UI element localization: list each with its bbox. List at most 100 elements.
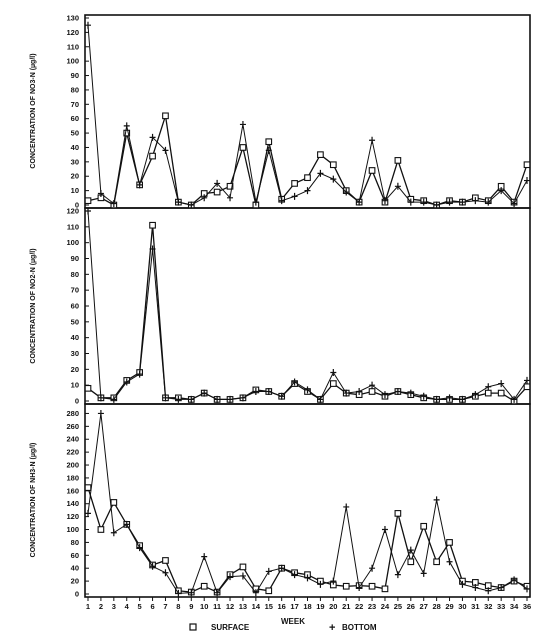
no2-bottom-point (511, 395, 518, 403)
no2-bottom-point (304, 386, 311, 394)
no2-bottom-point (446, 394, 453, 402)
x-tick-label: 3 (112, 602, 116, 611)
nh3-bottom-point (85, 509, 91, 517)
no2-bottom-point (252, 388, 259, 395)
nh3-bottom-point (175, 589, 182, 597)
nh3-ytick-label: 140 (66, 499, 79, 508)
no2-bottom-point (394, 388, 401, 395)
no3-surface-point (123, 129, 131, 137)
x-tick-label: 2 (99, 602, 103, 611)
nh3-surface-point (84, 484, 92, 491)
nh3-ytick-label: 220 (66, 448, 79, 457)
no2-bottom-point (162, 394, 169, 402)
x-tick-label: 26 (407, 602, 415, 611)
nh3-bottom-point (291, 571, 298, 579)
nh3-surface-point (265, 587, 273, 595)
no2-bottom-point (433, 395, 440, 403)
nh3-ytick-label: 200 (66, 461, 79, 470)
nh3-bottom-point (330, 577, 337, 585)
no3-bottom-point (446, 198, 453, 206)
no3-bottom-point (433, 201, 440, 209)
no3-ytick-label: 40 (71, 143, 79, 152)
no2-surface-point (497, 389, 505, 397)
nh3-surface-point (368, 582, 376, 590)
x-tick-label: 12 (226, 602, 234, 611)
no3-bottom-point (498, 187, 505, 195)
no3-bottom-point (317, 169, 324, 177)
x-tick-label: 24 (381, 602, 390, 611)
no3-ytick-label: 50 (71, 129, 79, 138)
legend: SURFACE + BOTTOM (189, 622, 377, 634)
legend-bottom-label: BOTTOM (342, 623, 377, 632)
nh3-surface-point (97, 526, 105, 533)
x-tick-label: 30 (458, 602, 466, 611)
no3-ytick-label: 70 (71, 100, 79, 109)
x-tick-label: 34 (510, 602, 519, 611)
ylabel-no2: CONCENTRATION OF NO2-N (µg/l) (30, 248, 37, 363)
no3-bottom-point (369, 136, 376, 144)
no3-surface-point (84, 197, 92, 205)
nh3-bottom-point (136, 544, 143, 552)
nh3-bottom-point (239, 572, 246, 580)
no3-bottom-point (304, 187, 311, 195)
no3-bottom-point (485, 198, 492, 206)
nh3-bottom-point (446, 558, 453, 566)
x-tick-label: 11 (213, 602, 221, 611)
x-tick-label: 18 (303, 602, 311, 611)
no3-bottom-point (381, 197, 388, 205)
nh3-bottom-point (252, 589, 259, 597)
no3-bottom-point (227, 194, 234, 202)
no2-ytick-label: 80 (71, 270, 79, 279)
no2-bottom-point (123, 378, 130, 386)
no3-bottom-point (97, 189, 104, 197)
no3-bottom-point (149, 133, 156, 141)
nh3-bottom-point (459, 580, 466, 588)
no3-surface-point (304, 174, 311, 182)
no2-ytick-label: 0 (75, 397, 79, 406)
nh3-surface-point (433, 558, 440, 566)
no2-ytick-label: 120 (66, 207, 79, 216)
no2-ytick-label: 100 (66, 238, 79, 247)
no2-bottom-point (317, 395, 324, 403)
nh3-bottom-point (420, 569, 427, 577)
nh3-bottom-point (511, 576, 518, 584)
nh3-surface-point (200, 582, 208, 590)
no2-bottom-point (188, 395, 195, 403)
no3-bottom-point (214, 179, 221, 187)
no3-bottom-point (85, 21, 91, 29)
no3-surface-point (368, 167, 376, 174)
legend-surface-label: SURFACE (211, 623, 250, 632)
no2-bottom-point (85, 207, 91, 215)
no2-bottom-point (175, 395, 182, 403)
no2-ytick-label: 90 (71, 254, 79, 263)
no3-bottom-point (265, 146, 272, 154)
x-tick-label: 10 (200, 602, 208, 611)
no2-bottom-point (110, 395, 117, 403)
x-tick-label: 27 (420, 602, 428, 611)
x-tick-label: 9 (189, 602, 193, 611)
nh3-ytick-label: 240 (66, 435, 79, 444)
nh3-bottom-point (110, 529, 117, 537)
x-tick-label: 33 (497, 602, 505, 611)
nh3-bottom-point (162, 569, 169, 577)
nh3-bottom-point (149, 562, 156, 570)
no2-bottom-point (136, 370, 143, 378)
ylabel-no3: CONCENTRATION OF NO3-N (µg/l) (30, 53, 37, 168)
no3-surface-point (265, 138, 273, 146)
nh3-bottom-point (472, 584, 479, 592)
x-tick-label: 13 (239, 602, 247, 611)
nh3-bottom-point (188, 589, 195, 597)
no2-bottom-point (420, 392, 427, 400)
no3-bottom-point (136, 181, 143, 189)
no2-bottom-point (369, 381, 376, 389)
no2-bottom-point (524, 376, 530, 384)
no2-bottom-point (459, 395, 466, 403)
no3-bottom-point (201, 194, 208, 202)
no2-surface-line (87, 225, 528, 402)
nh3-ytick-label: 60 (71, 551, 79, 560)
nh3-ytick-label: 20 (71, 577, 79, 586)
no3-ytick-label: 130 (66, 14, 79, 23)
no3-surface-point (291, 180, 298, 187)
nh3-bottom-point (97, 409, 104, 417)
